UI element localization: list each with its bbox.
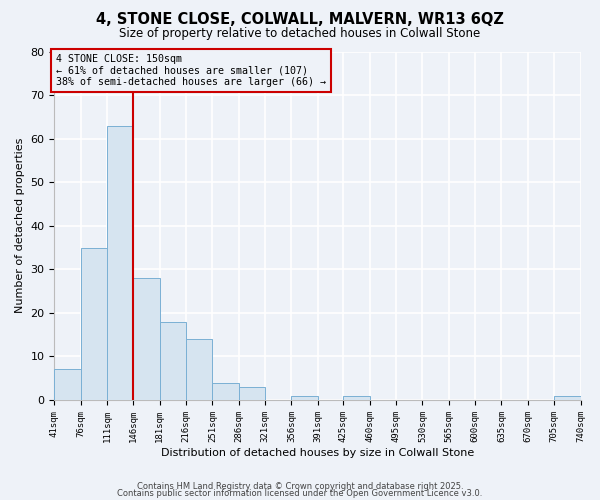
- Bar: [554, 396, 581, 400]
- Text: Size of property relative to detached houses in Colwall Stone: Size of property relative to detached ho…: [119, 28, 481, 40]
- Text: Contains public sector information licensed under the Open Government Licence v3: Contains public sector information licen…: [118, 490, 482, 498]
- Bar: [212, 382, 239, 400]
- Bar: [160, 322, 186, 400]
- Bar: [292, 396, 318, 400]
- Bar: [239, 387, 265, 400]
- Bar: [133, 278, 160, 400]
- Bar: [186, 339, 212, 400]
- Text: Contains HM Land Registry data © Crown copyright and database right 2025.: Contains HM Land Registry data © Crown c…: [137, 482, 463, 491]
- Y-axis label: Number of detached properties: Number of detached properties: [15, 138, 25, 314]
- Text: 4, STONE CLOSE, COLWALL, MALVERN, WR13 6QZ: 4, STONE CLOSE, COLWALL, MALVERN, WR13 6…: [96, 12, 504, 28]
- Bar: [107, 126, 133, 400]
- Text: 4 STONE CLOSE: 150sqm
← 61% of detached houses are smaller (107)
38% of semi-det: 4 STONE CLOSE: 150sqm ← 61% of detached …: [56, 54, 326, 87]
- Bar: [81, 248, 107, 400]
- Bar: [55, 370, 81, 400]
- Bar: [343, 396, 370, 400]
- X-axis label: Distribution of detached houses by size in Colwall Stone: Distribution of detached houses by size …: [161, 448, 474, 458]
